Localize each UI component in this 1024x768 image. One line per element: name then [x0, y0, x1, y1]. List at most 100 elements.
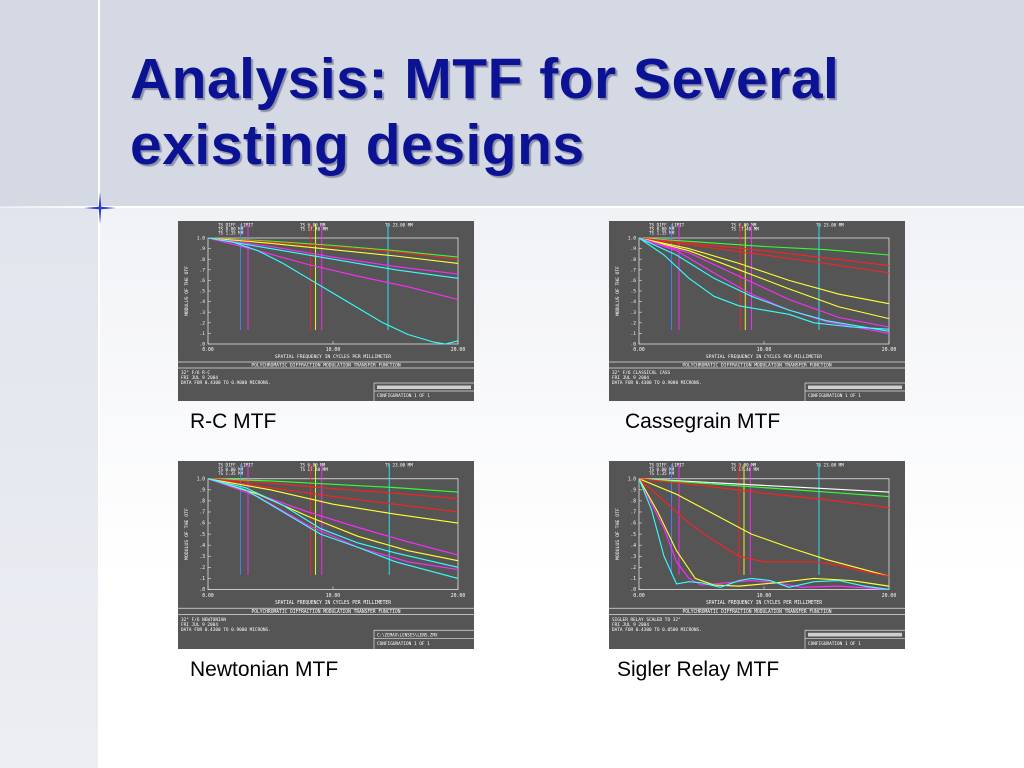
x-tick-label: 10.00	[326, 593, 340, 599]
x-tick-label: 10.00	[326, 347, 341, 353]
mtf-series-line	[207, 237, 459, 260]
y-tick-label: 1.0	[197, 236, 206, 242]
legend-entry: TS DIFF. LIMIT	[649, 223, 685, 228]
configuration-label: CONFIGURATION 1 OF 1	[808, 393, 861, 399]
mtf-series-line	[207, 478, 459, 493]
vertical-rule	[98, 0, 100, 768]
info-line: DATA FOR 0.4300 TO 0.8500 MICRONS.	[612, 627, 702, 633]
caption-newtonian: Newtonian MTF	[190, 658, 339, 681]
mtf-series-line	[638, 478, 890, 498]
y-axis-label: MODULUS OF THE OTF	[615, 266, 621, 316]
x-axis-label: SPATIAL FREQUENCY IN CYCLES PER MILLIMET…	[706, 354, 822, 360]
slide-title: Analysis: MTF for Several existing desig…	[130, 46, 990, 178]
info-line: FRI JUL 9 2004	[612, 622, 649, 628]
y-tick-label: .5	[199, 532, 205, 538]
configuration-label: CONFIGURATION 1 OF 1	[377, 641, 430, 647]
mtf-series-line	[638, 237, 890, 305]
legend-entry: TS 6.80 MM	[731, 223, 757, 228]
mtf-plot-cassegrain: 1.0 .9 .8 .7 .6 .5 .4 .3 .2 .1 .0 0.00 10.00 20.00 SPA…	[609, 221, 905, 401]
y-tick-label: .8	[199, 257, 205, 263]
y-tick-label: .9	[630, 246, 636, 252]
legend-entry: TS DIFF. LIMIT	[649, 463, 685, 469]
y-axis-label: MODULUS OF THE OTF	[184, 266, 190, 316]
sparkle-icon	[84, 192, 116, 224]
mtf-series-line	[638, 478, 890, 591]
y-tick-label: .9	[199, 246, 205, 252]
y-tick-label: .8	[199, 498, 205, 504]
x-tick-label: 0.00	[202, 347, 214, 353]
legend-entry: TS 23.00 MM	[816, 463, 844, 469]
y-tick-label: .1	[630, 331, 636, 337]
configuration-label: CONFIGURATION 1 OF 1	[377, 393, 430, 399]
mtf-series-line	[638, 237, 890, 328]
info-line: 32° F/6 NEWTONIAN	[181, 617, 226, 623]
mtf-series-line	[638, 478, 890, 591]
y-tick-label: .3	[199, 310, 205, 316]
x-tick-label: 20.00	[451, 347, 466, 353]
x-tick-label: 0.00	[633, 593, 645, 599]
file-path-strip	[808, 385, 902, 389]
chart-title: POLYCHROMATIC DIFFRACTION MODULATION TRA…	[251, 363, 401, 369]
y-tick-label: .5	[199, 289, 205, 295]
mtf-series-line	[638, 237, 890, 274]
file-path-strip	[377, 385, 471, 389]
legend-entry: TS 6.80 MM	[300, 223, 326, 228]
mtf-series-line	[207, 237, 459, 345]
y-tick-label: .6	[630, 521, 636, 527]
y-tick-label: .3	[199, 554, 205, 560]
legend-entry: TS 0.00 MM	[218, 467, 244, 473]
info-line: SIGLER RELAY SCALED TO 32°	[612, 617, 681, 623]
info-line: DATA FOR 0.4300 TO 0.9000 MICRONS.	[612, 380, 702, 386]
info-line: 32° F/6 R-C	[181, 370, 210, 376]
x-axis-label: SPATIAL FREQUENCY IN CYCLES PER MILLIMET…	[706, 600, 822, 606]
mtf-series-line	[207, 237, 459, 301]
y-tick-label: .6	[199, 521, 205, 527]
y-tick-label: .5	[630, 532, 636, 538]
horizontal-rule	[0, 206, 1024, 208]
title-line-2: existing designs	[130, 113, 585, 177]
caption-rc: R-C MTF	[190, 410, 277, 433]
legend-entry: TS 17.40 MM	[731, 467, 759, 473]
y-tick-label: .4	[630, 299, 636, 305]
mtf-series-line	[207, 237, 459, 264]
mtf-series-line	[638, 478, 890, 577]
info-line: FRI JUL 9 2004	[612, 375, 649, 381]
y-tick-label: .9	[630, 487, 636, 493]
legend-entry: TS 23.00 MM	[816, 223, 844, 228]
y-tick-label: .4	[199, 299, 205, 305]
plot-background	[178, 461, 474, 649]
legend-entry: TS 17.40 MM	[300, 467, 328, 473]
y-tick-label: .2	[630, 320, 636, 326]
y-tick-label: .3	[630, 310, 636, 316]
file-path: C:\ZEMAX\LENSES\LENS.ZMX	[377, 632, 438, 638]
caption-sigler: Sigler Relay MTF	[617, 658, 780, 681]
legend-entry: TS DIFF. LIMIT	[218, 223, 254, 228]
mtf-series-line	[638, 237, 890, 320]
info-line: FRI JUL 9 2004	[181, 622, 218, 628]
legend-entry: TS 0.00 MM	[218, 227, 244, 232]
legend-entry: TS 0.00 MM	[649, 467, 675, 473]
x-tick-label: 10.00	[757, 347, 772, 353]
legend-entry: TS DIFF. LIMIT	[218, 463, 254, 469]
file-path-strip	[808, 632, 902, 637]
y-tick-label: .2	[630, 565, 636, 571]
legend-entry: TS 1.35 MM	[218, 231, 244, 236]
info-line: DATA FOR 0.4300 TO 0.9000 MICRONS.	[181, 380, 271, 386]
y-tick-label: .9	[199, 487, 205, 493]
y-tick-label: .7	[630, 510, 636, 516]
mtf-series-line	[638, 237, 890, 267]
y-axis-label: MODULUS OF THE OTF	[184, 508, 190, 560]
legend-entry: TS 1.35 MM	[649, 231, 675, 236]
y-tick-label: .0	[199, 587, 205, 593]
y-tick-label: 1.0	[628, 236, 637, 242]
y-tick-label: .0	[630, 342, 636, 348]
y-tick-label: .2	[199, 565, 205, 571]
y-tick-label: .8	[630, 257, 636, 263]
y-tick-label: .4	[199, 543, 205, 549]
legend-entry: TS 6.80 MM	[300, 463, 326, 469]
configuration-label: CONFIGURATION 1 OF 1	[808, 641, 861, 647]
mtf-series-line	[638, 478, 890, 577]
legend-entry: TS 17.40 MM	[300, 227, 328, 232]
mtf-plot-sigler: 1.0 .9 .8 .7 .6 .5 .4 .3 .2 .1 .0 0.00 10.00 20.00 SPA…	[609, 461, 905, 649]
